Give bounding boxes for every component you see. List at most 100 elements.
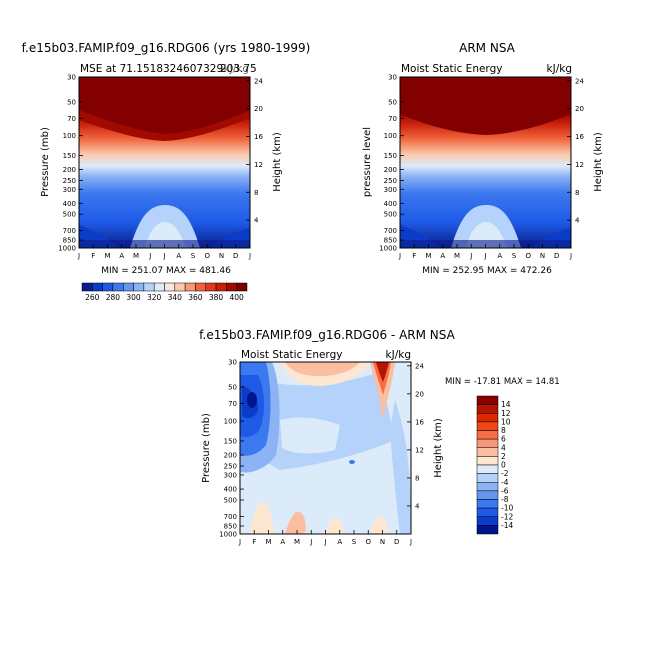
x-tick-label: F [252,538,256,546]
x-tick-label: J [398,252,401,260]
y-tick-label: 250 [384,177,397,185]
x-tick-label: J [569,252,572,260]
y-tick-label: 700 [384,227,397,235]
panel-model: f.e15b03.FAMIP.f09_g16.RDG06 (yrs 1980-1… [22,41,311,276]
colorbar-swatch [112,282,124,292]
colorbar-label: 400 [230,293,245,302]
y-axis-label: pressure level [362,127,373,197]
colorbar-swatch [476,395,499,405]
y-tick-label: 150 [224,437,237,445]
x-tick-label: M [265,538,271,546]
x-tick-label: N [540,252,545,260]
y2-tick-label: 12 [575,161,584,169]
x-tick-label: A [440,252,445,260]
y-tick-label: 300 [384,186,397,194]
colorbar-swatch [476,499,499,509]
stats-text: MIN = 252.95 MAX = 472.26 [422,266,552,276]
y-tick-label: 400 [384,200,397,208]
colorbar-label: 280 [106,293,121,302]
y-tick-label: 70 [228,400,237,408]
y-tick-label: 400 [224,486,237,494]
y-tick-label: 150 [63,152,76,160]
x-tick-label: A [176,252,181,260]
contour-field [240,362,411,534]
y2-tick-label: 24 [415,362,424,370]
panel-subtitle-left: Moist Static Energy [401,63,502,75]
colorbar-swatch [476,430,499,440]
y2-tick-label: 20 [254,105,263,113]
panel-subtitle-right: kJ/kg [224,63,249,75]
colorbar-label: -12 [501,512,513,521]
colorbar-label: 2 [501,452,506,461]
colorbar-swatch [236,282,248,292]
x-tick-label: N [219,252,224,260]
y-tick-label: 1000 [219,531,237,539]
colorbar-label: 12 [501,409,511,418]
x-tick-label: N [380,538,385,546]
y-tick-label: 850 [63,237,76,245]
y-tick-label: 1000 [379,245,397,253]
y2-tick-label: 4 [254,217,259,225]
x-tick-label: M [133,252,139,260]
y2-axis-label: Height (km) [272,132,283,192]
colorbar-label: 6 [501,435,506,444]
colorbar-label: 8 [501,426,506,435]
contour-field [79,77,250,248]
y2-tick-label: 12 [254,161,263,169]
colorbar-label: 380 [209,293,224,302]
y-tick-label: 700 [224,513,237,521]
stats-text: MIN = 251.07 MAX = 481.46 [101,266,231,276]
y2-tick-label: 8 [415,474,419,482]
x-tick-label: A [119,252,124,260]
colorbar-swatch [174,282,186,292]
y-tick-label: 200 [224,452,237,460]
y-tick-label: 700 [63,227,76,235]
y-tick-label: 250 [63,177,76,185]
panel-title: f.e15b03.FAMIP.f09_g16.RDG06 (yrs 1980-1… [22,41,311,55]
y2-tick-label: 16 [415,418,424,426]
y-tick-label: 50 [67,98,76,106]
y-tick-label: 1000 [58,245,76,253]
y-tick-label: 100 [224,418,237,426]
x-tick-label: O [204,252,210,260]
x-tick-label: A [337,538,342,546]
y-tick-label: 500 [224,497,237,505]
colorbar-label: -2 [501,469,509,478]
y2-tick-label: 4 [575,217,580,225]
y2-tick-label: 20 [575,105,584,113]
y2-tick-label: 8 [575,189,579,197]
y-axis-label: Pressure (mb) [201,413,212,483]
colorbar-horizontal: 260 280 300 320 340 360 380 400 [81,282,248,302]
colorbar-swatch [81,282,93,292]
panel-obs: ARM NSA Moist Static Energy kJ/kg pressu… [362,41,604,276]
y-tick-label: 50 [228,384,237,392]
y2-tick-label: 16 [254,133,263,141]
x-tick-label: J [323,538,326,546]
colorbar-label: -10 [501,504,513,513]
colorbar-swatch [476,447,499,457]
x-tick-label: J [238,538,241,546]
colorbar-swatch [195,282,206,292]
x-tick-label: S [352,538,357,546]
x-tick-label: J [248,252,251,260]
panel-difference: f.e15b03.FAMIP.f09_g16.RDG06 - ARM NSA M… [199,328,560,546]
x-tick-label: M [294,538,300,546]
colorbar-label: 0 [501,461,506,470]
x-tick-label: S [512,252,517,260]
colorbar-swatch [476,456,499,466]
x-tick-label: J [483,252,486,260]
x-tick-label: J [309,538,312,546]
x-tick-label: M [425,252,431,260]
colorbar-swatch [476,404,499,414]
panel-title: f.e15b03.FAMIP.f09_g16.RDG06 - ARM NSA [199,328,455,342]
y2-axis-label: Height (km) [433,418,444,478]
y-tick-label: 70 [388,115,397,123]
y2-tick-label: 24 [254,77,263,85]
y-tick-label: 250 [224,463,237,471]
x-tick-label: A [497,252,502,260]
y-tick-label: 50 [388,98,397,106]
x-tick-label: O [365,538,371,546]
x-tick-label: S [191,252,196,260]
y-tick-label: 300 [224,471,237,479]
